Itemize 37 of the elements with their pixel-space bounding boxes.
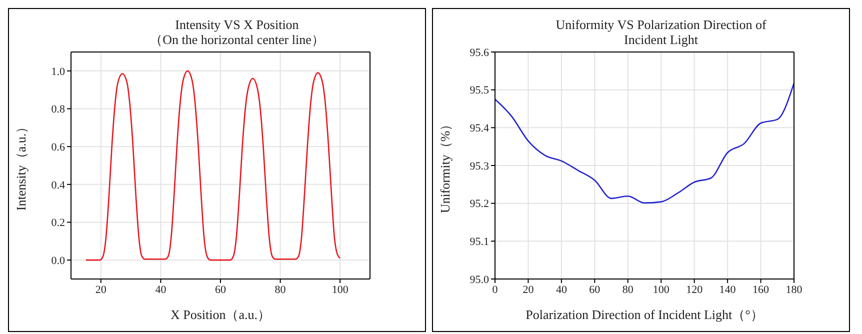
y-tick-label: 95.2 (470, 198, 489, 210)
x-tick-label: 40 (556, 284, 568, 296)
x-tick-label: 100 (332, 284, 349, 296)
x-tick-label: 140 (719, 284, 736, 296)
x-tick-label: 80 (274, 284, 286, 296)
x-tick-label: 60 (215, 284, 226, 296)
x-axis-title: X Position（a.u.） (170, 307, 271, 322)
y-tick-label: 0.8 (51, 104, 66, 116)
x-tick-label: 100 (652, 284, 670, 296)
x-tick-label: 20 (522, 284, 534, 296)
y-axis-title: Uniformity（%） (438, 118, 453, 214)
y-tick-label: 0.6 (51, 141, 66, 154)
y-axis-title: Intensity（a.u.） (14, 120, 29, 211)
x-tick-label: 40 (155, 284, 167, 296)
y-tick-label: 95.4 (470, 122, 490, 135)
x-tick-label: 80 (622, 284, 634, 296)
y-tick-label: 95.1 (470, 236, 489, 248)
chart-subtitle: （On the horizontal center line） (148, 32, 326, 47)
x-tick-label: 160 (752, 284, 770, 296)
x-tick-label: 20 (95, 284, 107, 296)
y-tick-label: 0.0 (51, 254, 66, 267)
y-tick-label: 0.2 (51, 217, 65, 230)
y-tick-label: 95.6 (470, 46, 490, 59)
y-tick-label: 95.5 (470, 84, 490, 97)
line-series (495, 82, 794, 204)
x-tick-label: 0 (492, 284, 498, 296)
y-tick-label: 1.0 (51, 66, 66, 78)
y-tick-label: 0.4 (51, 179, 66, 192)
x-tick-label: 180 (786, 284, 803, 296)
line-series (85, 70, 341, 261)
y-tick-label: 95.3 (470, 160, 490, 172)
x-tick-label: 120 (686, 284, 704, 296)
x-axis-title: Polarization Direction of Incident Light（°） (526, 307, 764, 322)
y-tick-label: 95.0 (470, 274, 490, 286)
chart-title: Uniformity VS Polarization Direction of Incident Light (554, 17, 768, 47)
x-tick-label: 60 (589, 284, 601, 296)
chart-title: Intensity VS X Position (174, 17, 300, 32)
